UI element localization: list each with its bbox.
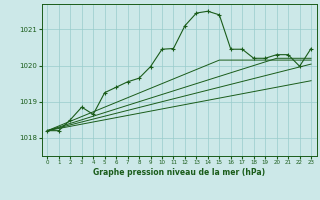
X-axis label: Graphe pression niveau de la mer (hPa): Graphe pression niveau de la mer (hPa): [93, 168, 265, 177]
